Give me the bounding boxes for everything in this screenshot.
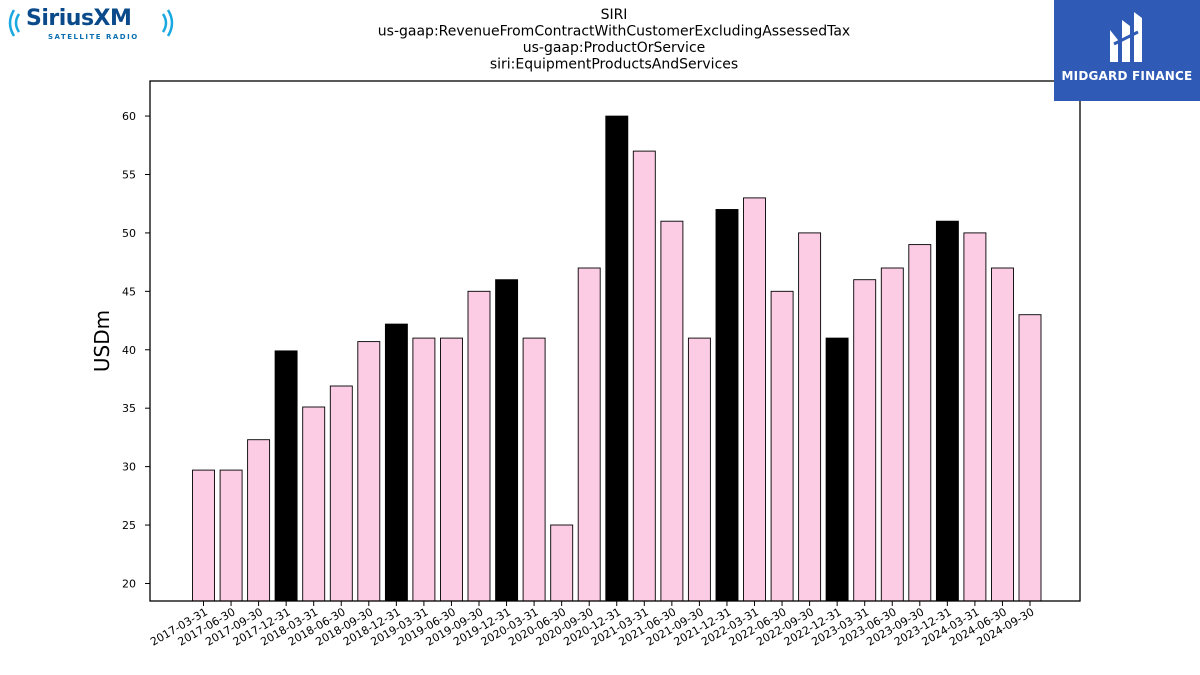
bar [1018, 314, 1042, 602]
bar [632, 150, 656, 602]
title-line: us-gaap:RevenueFromContractWithCustomerE… [378, 24, 850, 40]
logo-sub-text: SATELLITE RADIO [48, 33, 139, 41]
bar [440, 337, 463, 602]
bar [384, 323, 408, 602]
y-tick-label: 40 [122, 344, 136, 357]
title-line: siri:EquipmentProductsAndServices [490, 57, 738, 73]
bar [495, 279, 519, 602]
y-tick-label: 60 [122, 110, 136, 123]
bar [660, 220, 684, 602]
bar [991, 267, 1014, 602]
logo-brand-text: MIDGARD FINANCE [1061, 69, 1193, 83]
y-tick-label: 35 [122, 402, 136, 415]
y-tick-label: 20 [122, 577, 136, 590]
bar [550, 524, 574, 602]
y-tick-label: 25 [122, 519, 136, 532]
y-tick-label: 45 [122, 285, 136, 298]
midgard-finance-logo: MIDGARD FINANCE [1054, 0, 1200, 101]
bar [357, 341, 381, 602]
chart-title: SIRIus-gaap:RevenueFromContractWithCusto… [378, 7, 850, 73]
bar [880, 267, 904, 602]
bar [219, 469, 243, 602]
title-line: us-gaap:ProductOrService [523, 40, 706, 56]
bar [577, 267, 601, 602]
bar [908, 244, 932, 602]
bar [412, 337, 436, 602]
bars [192, 115, 1042, 602]
y-tick-label: 30 [122, 461, 136, 474]
bar [687, 337, 711, 602]
bar [715, 209, 739, 602]
bar [825, 337, 849, 602]
bar [274, 350, 298, 602]
y-tick-label: 55 [122, 168, 136, 181]
logo-brand-text: SiriusXM [26, 6, 132, 31]
x-axis: 2017-03-312017-06-302017-09-302017-12-31… [148, 601, 1037, 649]
bar [605, 115, 629, 602]
y-axis-label: USDm [90, 310, 114, 372]
bar [302, 406, 326, 602]
bar [798, 232, 822, 602]
bar [770, 290, 794, 602]
bar [247, 439, 271, 602]
plot-frame [149, 80, 1081, 602]
bar [522, 337, 546, 602]
y-tick-label: 50 [122, 227, 136, 240]
bar [743, 197, 766, 602]
bar [192, 469, 215, 602]
bar [853, 279, 877, 602]
bar [963, 232, 987, 602]
signal-waves-icon [8, 9, 174, 37]
bar [329, 385, 353, 602]
y-axis: 20 25 30 35 40 45 50 55 60 [122, 110, 150, 590]
midgard-mark-icon [1110, 12, 1142, 62]
bar [467, 290, 491, 602]
title-line: SIRI [601, 7, 628, 23]
bar [935, 220, 959, 602]
siriusxm-logo: SiriusXM SATELLITE RADIO [4, 4, 182, 44]
